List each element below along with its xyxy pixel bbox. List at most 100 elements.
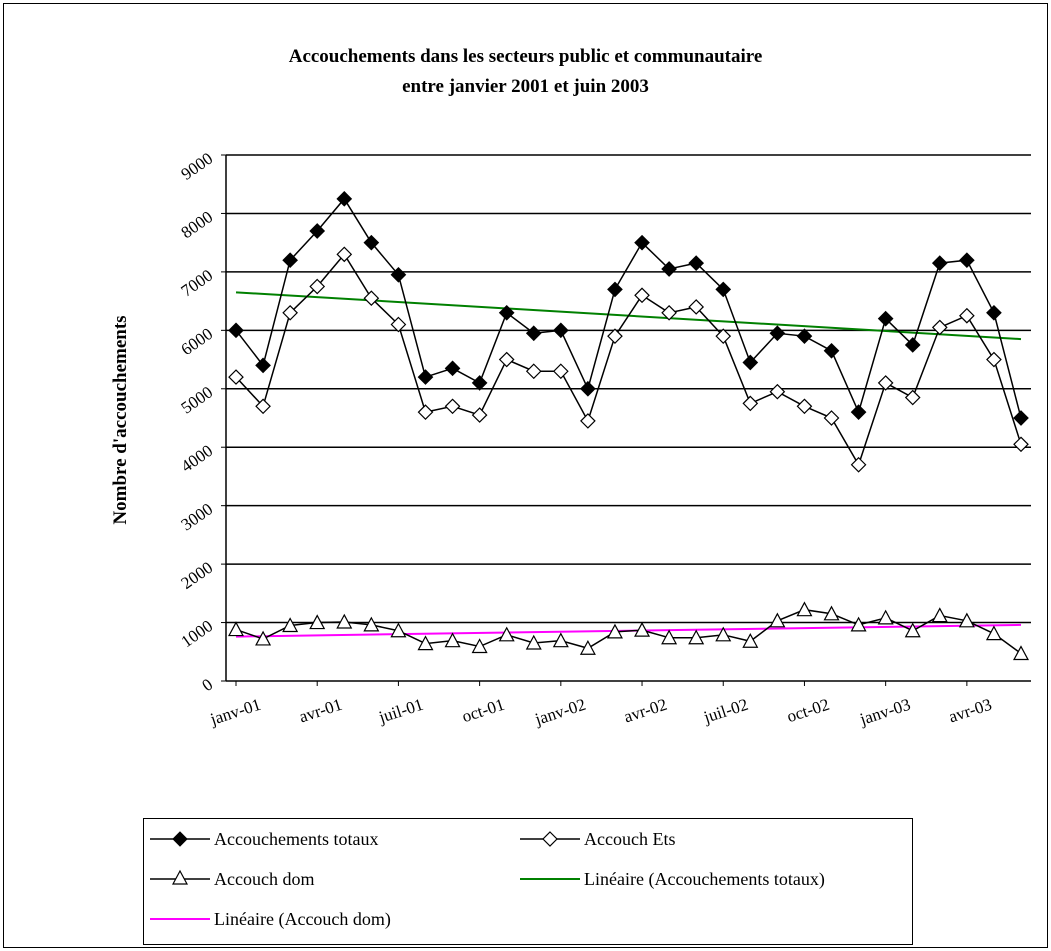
y-tick-label: 4000 [178,441,217,476]
x-tick-label: avr-03 [946,695,994,727]
data-point-0 [607,281,623,298]
data-point-0 [282,252,298,269]
legend-label-ets: Accouch Ets [584,828,676,849]
data-point-1 [552,363,569,380]
data-point-0 [823,342,840,359]
chart-subtitle: entre janvier 2001 et juin 2003 [402,76,649,97]
legend-item-trend-dom: Linéaire (Accouch dom) [150,907,391,931]
data-point-0 [986,304,1002,321]
triangle-open-icon [150,869,210,885]
data-point-2 [1012,645,1030,661]
data-point-1 [417,404,434,421]
data-point-0 [769,325,786,342]
axis-layer: 0 1000 2000 3000 4000 5000 6000 7000 8000 9000 jan… [178,149,1031,729]
data-point-0 [688,255,705,271]
legend-item-ets: Accouch Ets [520,827,675,851]
data-point-1 [634,287,650,304]
data-point-1 [336,246,353,263]
data-point-0 [850,404,867,421]
data-point-0 [742,354,759,371]
data-point-2 [579,640,596,655]
data-point-2 [634,621,651,637]
x-tick-label: juil-01 [376,695,426,727]
chart-frame [3,3,1048,948]
data-point-0 [363,234,380,251]
chart-title: Accouchements dans les secteurs public e… [288,46,763,67]
data-point-0 [904,337,921,353]
data-point-2 [552,632,569,648]
data-point-0 [309,223,326,239]
data-point-0 [661,261,677,277]
y-tick-label: 5000 [178,382,217,417]
data-point-2 [904,622,921,638]
data-point-2 [958,612,975,628]
data-point-0 [715,281,732,298]
data-point-1 [444,398,461,415]
data-point-2 [525,634,542,650]
data-point-0 [336,190,353,207]
data-point-1 [877,375,894,391]
data-point-0 [498,304,515,321]
data-point-1 [390,316,407,333]
data-point-0 [1013,410,1029,426]
data-point-2 [661,629,678,645]
data-point-1 [986,351,1002,368]
data-point-1 [471,407,488,423]
legend-label-total: Accouchements totaux [214,828,379,849]
data-point-2 [255,630,272,646]
series-layer [227,190,1030,661]
y-tick-label: 1000 [178,616,217,651]
data-point-1 [742,395,759,412]
data-point-1 [525,363,542,380]
data-point-0 [417,369,434,385]
data-point-2 [417,635,434,651]
data-point-2 [227,621,245,637]
data-point-2 [796,601,813,617]
diamond-filled-icon [150,831,210,847]
data-point-2 [877,609,894,625]
data-point-1 [607,328,623,345]
data-point-1 [769,383,786,400]
x-tick-label: avr-02 [622,695,670,727]
data-point-2 [985,625,1002,641]
y-tick-label: 2000 [178,558,217,593]
data-point-1 [255,398,271,415]
y-tick-label: 7000 [178,266,217,301]
data-point-0 [580,380,596,397]
y-axis-label: Nombre d'accouchements [110,315,131,524]
data-point-1 [959,307,975,324]
data-point-1 [796,398,813,415]
data-point-0 [877,310,894,327]
data-point-0 [471,375,488,391]
x-tick-label: avr-01 [297,695,345,727]
data-point-2 [769,612,786,628]
y-tick-label: 9000 [178,149,217,184]
data-point-1 [904,389,921,406]
x-tick-label: janv-03 [857,695,913,729]
y-tick-label: 8000 [178,207,217,242]
data-point-2 [282,617,299,633]
data-point-1 [309,278,326,295]
x-tick-label: janv-02 [532,695,588,729]
data-point-1 [850,456,867,473]
data-point-2 [363,616,380,632]
data-point-0 [255,357,271,374]
data-point-1 [931,319,948,336]
data-point-2 [688,629,705,645]
data-point-1 [661,304,677,321]
data-point-0 [959,252,975,269]
legend-item-trend-total: Linéaire (Accouchements totaux) [520,867,825,891]
data-point-0 [525,325,542,342]
green-line-icon [520,878,580,880]
data-point-2 [390,622,407,638]
data-point-0 [796,328,813,345]
series-line-1 [235,253,1022,467]
legend-item-dom: Accouch dom [150,867,314,891]
data-point-1 [228,369,244,385]
y-tick-label: 0 [198,675,216,695]
data-point-2 [823,605,840,621]
data-point-0 [931,255,948,271]
chart-legend: Accouchements totaux Accouch Ets Accouch… [143,818,913,945]
data-point-2 [309,614,326,630]
